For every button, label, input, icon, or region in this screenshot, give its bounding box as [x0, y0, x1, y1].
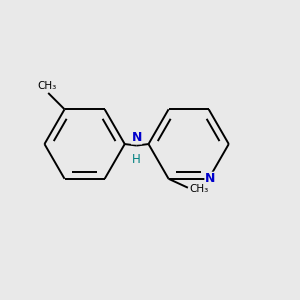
Text: CH₃: CH₃ — [189, 184, 208, 194]
Text: H: H — [132, 153, 141, 166]
Text: CH₃: CH₃ — [37, 81, 56, 91]
Text: N: N — [131, 131, 142, 144]
Text: N: N — [205, 172, 215, 185]
